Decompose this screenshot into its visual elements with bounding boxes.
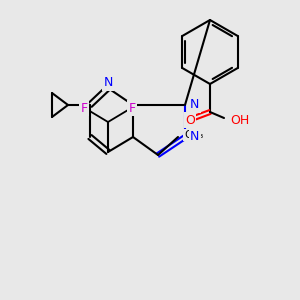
Text: O: O	[185, 113, 195, 127]
Text: N: N	[103, 76, 113, 89]
Text: F: F	[128, 101, 136, 115]
Text: N: N	[190, 98, 200, 112]
Text: CH₃: CH₃	[184, 130, 203, 140]
Text: F: F	[80, 101, 88, 115]
Text: N: N	[190, 130, 200, 143]
Text: OH: OH	[230, 113, 249, 127]
